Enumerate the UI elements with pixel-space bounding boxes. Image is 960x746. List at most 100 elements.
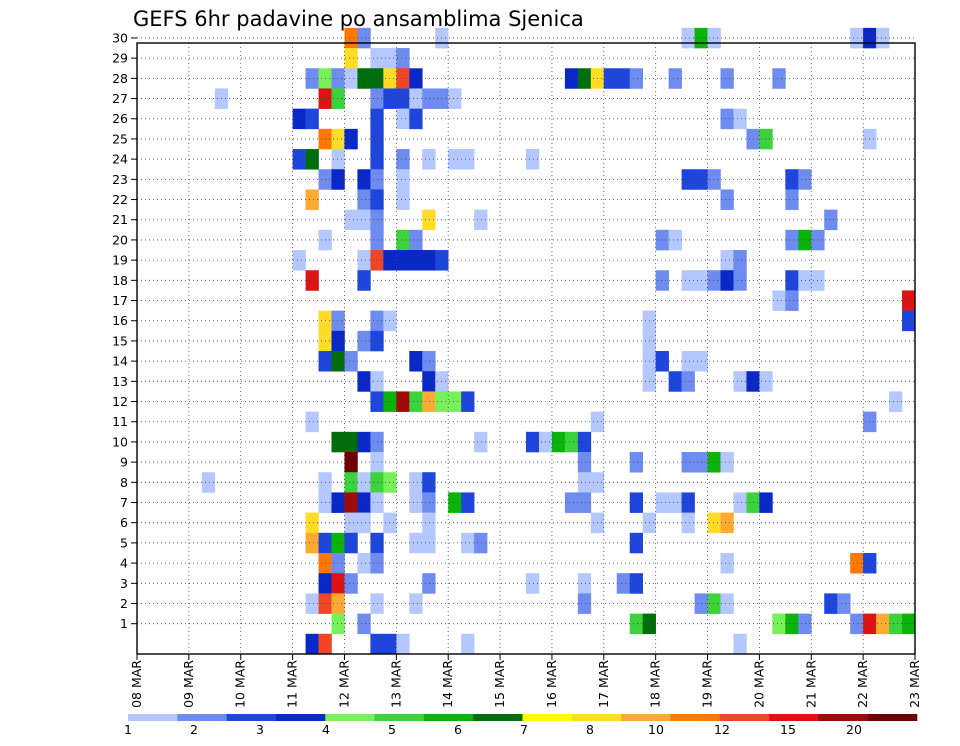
heatmap-cell [383,310,397,332]
heatmap-cell [331,492,345,513]
heatmap-cell [396,88,410,109]
heatmap-cell [305,633,319,655]
heatmap-cell [526,573,540,594]
colorbar-swatch [571,714,622,721]
colorbar-label: 1 [124,722,132,737]
heatmap-cell [889,613,903,635]
y-tick-label: 2 [120,596,128,611]
x-tick-label: 12 MAR [336,660,351,708]
heatmap-cell [448,88,462,109]
heatmap-cell [305,270,319,291]
colorbar-swatch [670,714,721,721]
heatmap-cell [603,68,618,89]
heatmap-cell [668,68,682,89]
x-tick-label: 16 MAR [544,660,559,708]
colorbar-label: 7 [520,722,528,737]
heatmap-cell [383,250,397,271]
heatmap-cell [629,68,643,89]
heatmap-cell [474,209,488,231]
heatmap-cell [526,149,540,170]
colorbar-label: 3 [256,722,264,737]
heatmap-cell [357,613,371,635]
colorbar-swatch [473,714,523,721]
heatmap-cell [422,573,436,594]
heatmap-cell [422,351,436,372]
heatmap-cell [344,512,358,534]
heatmap-cell [681,270,695,291]
heatmap-cell [292,108,306,130]
heatmap-cell [396,250,410,271]
heatmap-cell [409,492,423,513]
colorbar-swatch [177,714,227,721]
colorbar-label: 2 [190,722,198,737]
heatmap-cell [357,209,371,231]
heatmap-cell [344,209,358,231]
colorbar: 1 2 3 4 5 6 7 8 10 12 15 20 [124,714,918,737]
heatmap-cell [798,613,812,635]
y-tick-label: 28 [112,71,128,86]
colorbar-swatch [325,714,375,721]
heatmap-cell [331,573,345,594]
heatmap-cell [383,48,397,69]
heatmap-cell [474,431,488,453]
heatmap-cell [681,452,695,473]
heatmap-cell [681,27,695,49]
heatmap-cell [422,532,436,554]
y-tick-label: 16 [112,313,128,328]
heatmap-cell [396,633,410,655]
heatmap-cell [344,351,358,372]
heatmap-cell [461,149,475,170]
heatmap-cell [331,593,345,614]
heatmap-cell [577,431,592,453]
heatmap-cell [357,189,371,210]
heatmap-cell [733,108,747,130]
heatmap-cell [344,492,358,513]
y-tick-label: 10 [112,434,128,449]
heatmap-cell [577,593,592,614]
x-tick-label: 20 MAR [751,660,766,708]
heatmap-cell [681,512,695,534]
heatmap-cell [474,532,488,554]
x-tick-label: 22 MAR [855,660,870,708]
heatmap-cell [409,108,423,130]
heatmap-cell [357,431,371,453]
heatmap-cell [383,633,397,655]
heatmap-cell [331,128,345,150]
heatmap-cell [785,189,799,210]
y-tick-label: 8 [120,475,128,490]
heatmap-cell [357,472,371,493]
heatmap-cell [668,371,682,392]
heatmap-cell [772,290,786,311]
x-axis: 08 MAR 09 MAR 10 MAR 11 MAR 12 MAR 13 MAR 14 M… [129,654,922,708]
heatmap-cell [305,68,319,89]
heatmap-cell [772,613,786,635]
heatmap-cell [422,149,436,170]
colorbar-label: 10 [648,722,664,737]
colorbar-swatch [275,714,326,721]
heatmap-cell [733,492,747,513]
heatmap-cell [344,472,358,493]
heatmap-cell [759,128,773,150]
y-tick-label: 25 [112,131,128,146]
heatmap-cell [357,169,371,190]
heatmap-cell [564,431,579,453]
colorbar-label: 4 [322,722,330,737]
heatmap-cell [824,593,838,614]
colorbar-swatch [128,714,178,721]
heatmap-cell [720,108,734,130]
heatmap-cell [655,270,669,291]
colorbar-label: 8 [586,722,594,737]
heatmap-cell [331,310,345,332]
heatmap-cell [461,532,475,554]
heatmap-cell [798,229,812,251]
heatmap-cell [357,492,371,513]
y-tick-label: 1 [120,616,128,631]
heatmap-cell [681,371,695,392]
heatmap-cell [785,229,799,251]
x-tick-label: 13 MAR [388,660,403,708]
heatmap-cell [629,613,643,635]
heatmap-cell [357,330,371,352]
heatmap-cell [409,229,423,251]
